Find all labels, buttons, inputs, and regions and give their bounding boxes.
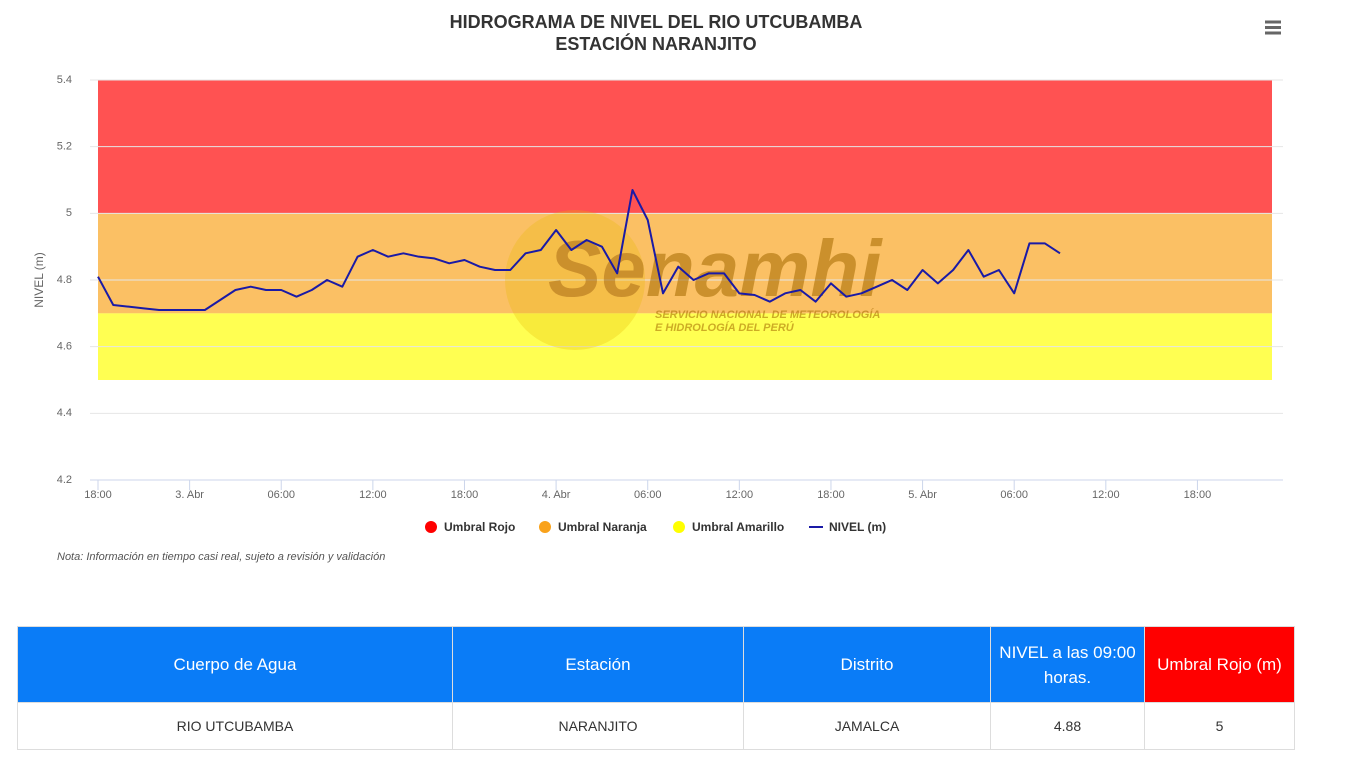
legend-label: NIVEL (m) (829, 520, 886, 534)
x-tick-label: 12:00 (726, 489, 754, 501)
chart-subtitle: ESTACIÓN NARANJITO (555, 33, 756, 54)
watermark-line: SERVICIO NACIONAL DE METEOROLOGÍA (655, 308, 880, 321)
y-tick-label: 5.2 (57, 141, 72, 153)
cell: RIO UTCUBAMBA (17, 702, 453, 750)
y-tick-label: 5.4 (57, 74, 72, 86)
x-tick-label: 18:00 (84, 489, 112, 501)
header-cell: Umbral Rojo (m) (1144, 626, 1295, 703)
cell: JAMALCA (743, 702, 991, 750)
y-tick-label: 5 (66, 207, 72, 219)
x-tick-label: 18:00 (1184, 489, 1212, 501)
x-tick-label: 3. Abr (175, 489, 204, 501)
table-row: RIO UTCUBAMBA NARANJITO JAMALCA 4.88 5 (17, 702, 1295, 750)
watermark-name: Senamhi (548, 224, 883, 313)
x-tick-label: 5. Abr (908, 489, 937, 501)
note: Nota: Información en tiempo casi real, s… (57, 551, 385, 563)
watermark-sun (505, 210, 645, 350)
legend-marker (539, 521, 551, 533)
legend-label: Umbral Amarillo (692, 520, 784, 534)
menu-icon[interactable] (1265, 20, 1281, 35)
cell: NARANJITO (452, 702, 744, 750)
x-tick-label: 12:00 (359, 489, 387, 501)
y-tick-label: 4.2 (57, 474, 72, 486)
chart: HIDROGRAMA DE NIVEL DEL RIO UTCUBAMBA ES… (32, 12, 1284, 563)
legend-marker (673, 521, 685, 533)
x-tick-label: 06:00 (1000, 489, 1028, 501)
header-cell: Cuerpo de Agua (17, 626, 453, 703)
cell: 4.88 (990, 702, 1145, 750)
header-cell: Distrito (743, 626, 991, 703)
table: Cuerpo de Agua Estación Distrito NIVEL a… (17, 626, 1295, 750)
watermark: Senamhi SERVICIO NACIONAL DE METEOROLOGÍ… (505, 210, 883, 350)
cell: 5 (1144, 702, 1295, 750)
chart-title: HIDROGRAMA DE NIVEL DEL RIO UTCUBAMBA (450, 12, 863, 32)
y-axis-label: NIVEL (m) (32, 252, 46, 308)
x-tick-label: 4. Abr (542, 489, 571, 501)
y-tick-label: 4.6 (57, 341, 72, 353)
legend-marker (425, 521, 437, 533)
threshold-band (98, 213, 1272, 314)
grid (90, 79, 1283, 414)
table-header: Cuerpo de Agua Estación Distrito NIVEL a… (17, 626, 1295, 703)
legend-label: Umbral Naranja (558, 520, 647, 534)
watermark-line: E HIDROLOGÍA DEL PERÚ (655, 321, 795, 334)
x-tick-label: 12:00 (1092, 489, 1120, 501)
header-cell: Estación (452, 626, 744, 703)
x-tick-label: 18:00 (817, 489, 845, 501)
y-tick-label: 4.4 (57, 407, 72, 419)
x-tick-label: 06:00 (267, 489, 295, 501)
x-tick-label: 06:00 (634, 489, 662, 501)
header-cell: NIVEL a las 09:00 horas. (990, 626, 1145, 703)
level-line (97, 189, 1061, 311)
menu-button[interactable] (1262, 17, 1284, 39)
y-tick-label: 4.8 (57, 274, 72, 286)
x-tick-label: 18:00 (451, 489, 479, 501)
legend-label: Umbral Rojo (444, 520, 515, 534)
